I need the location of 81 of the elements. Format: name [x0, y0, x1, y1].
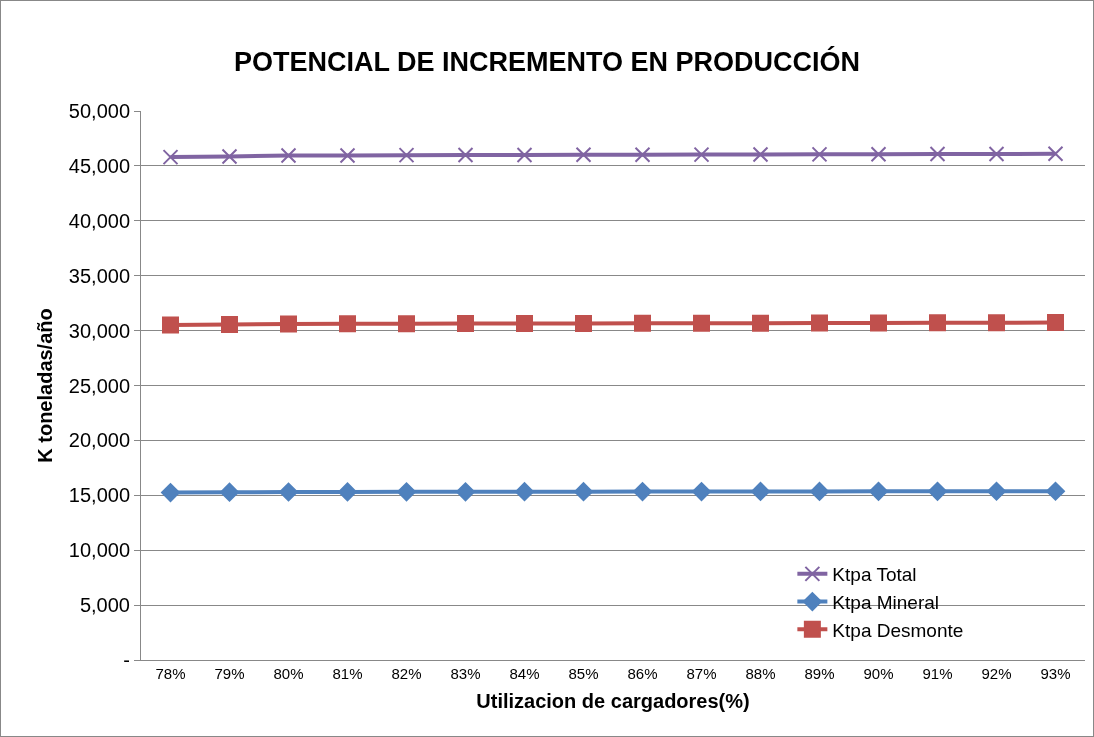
legend-label: Ktpa Mineral [832, 591, 940, 613]
point [221, 316, 238, 334]
y-tick-label: 20,000 [68, 429, 130, 452]
point [1047, 314, 1064, 332]
x-tick-label: 89% [804, 665, 835, 682]
x-tick-label: 92% [981, 665, 1012, 682]
legend-label: Ktpa Desmonte [832, 619, 964, 641]
point [693, 314, 710, 332]
point [575, 146, 592, 163]
x-tick-label: 83% [450, 665, 481, 682]
x-tick-label: 90% [863, 665, 894, 682]
y-tick-label: 25,000 [68, 374, 130, 397]
point [811, 146, 828, 163]
point [457, 315, 474, 333]
point [516, 146, 533, 163]
point [339, 315, 356, 333]
point [161, 483, 180, 503]
point [456, 482, 475, 502]
point [870, 314, 887, 332]
point [575, 314, 592, 332]
y-tick-label: 5,000 [79, 594, 130, 617]
x-tick-label: 93% [1040, 665, 1071, 682]
point [870, 146, 887, 163]
x-tick-label: 82% [391, 665, 422, 682]
chart-title: POTENCIAL DE INCREMENTO EN PRODUCCIÓN [233, 46, 861, 78]
point [1047, 145, 1064, 162]
y-tick-label: 40,000 [68, 209, 130, 232]
point [398, 315, 415, 333]
x-tick-label: 88% [745, 665, 776, 682]
point [987, 481, 1006, 501]
y-tick-label: 30,000 [68, 319, 130, 342]
x-axis-title: Utilizacion de cargadores(%) [476, 689, 750, 712]
point [162, 149, 179, 166]
point [634, 314, 651, 332]
point [633, 482, 652, 502]
point [692, 482, 711, 502]
x-tick-label: 91% [922, 665, 953, 682]
y-tick-label: 10,000 [68, 539, 130, 562]
point [516, 314, 533, 332]
point [810, 482, 829, 501]
y-tick-label: 50,000 [68, 100, 130, 122]
point [339, 147, 356, 164]
point [574, 482, 593, 502]
y-axis-title: K toneladas/año [34, 308, 57, 463]
point [220, 482, 239, 502]
point [1046, 481, 1065, 501]
x-tick-label: 81% [332, 665, 363, 682]
x-tick-label: 87% [686, 665, 717, 682]
point [397, 482, 416, 502]
point [928, 481, 947, 501]
point [162, 316, 179, 334]
x-tick-label: 84% [509, 665, 540, 682]
point [457, 146, 474, 163]
point [752, 146, 769, 163]
x-tick-label: 86% [627, 665, 658, 682]
point [338, 482, 357, 502]
y-tick-label: - [123, 649, 130, 671]
legend-label: Ktpa Total [832, 564, 917, 586]
point [693, 146, 710, 163]
point [869, 481, 888, 501]
point [929, 146, 946, 163]
point [221, 148, 238, 165]
point [988, 145, 1005, 162]
x-tick-label: 78% [155, 665, 186, 682]
point [398, 147, 415, 164]
y-tick-label: 15,000 [68, 484, 130, 507]
point [752, 314, 769, 332]
y-tick-label: 45,000 [68, 154, 130, 177]
x-tick-label: 80% [273, 665, 304, 682]
x-tick-label: 85% [568, 665, 599, 682]
point [751, 482, 770, 501]
point [515, 482, 534, 502]
point [279, 482, 298, 502]
y-tick-label: 35,000 [68, 264, 130, 287]
x-tick-label: 79% [214, 665, 245, 682]
point [988, 314, 1005, 332]
point [811, 314, 828, 332]
point [280, 315, 297, 333]
point [929, 314, 946, 332]
point [634, 146, 651, 163]
point [280, 147, 297, 164]
